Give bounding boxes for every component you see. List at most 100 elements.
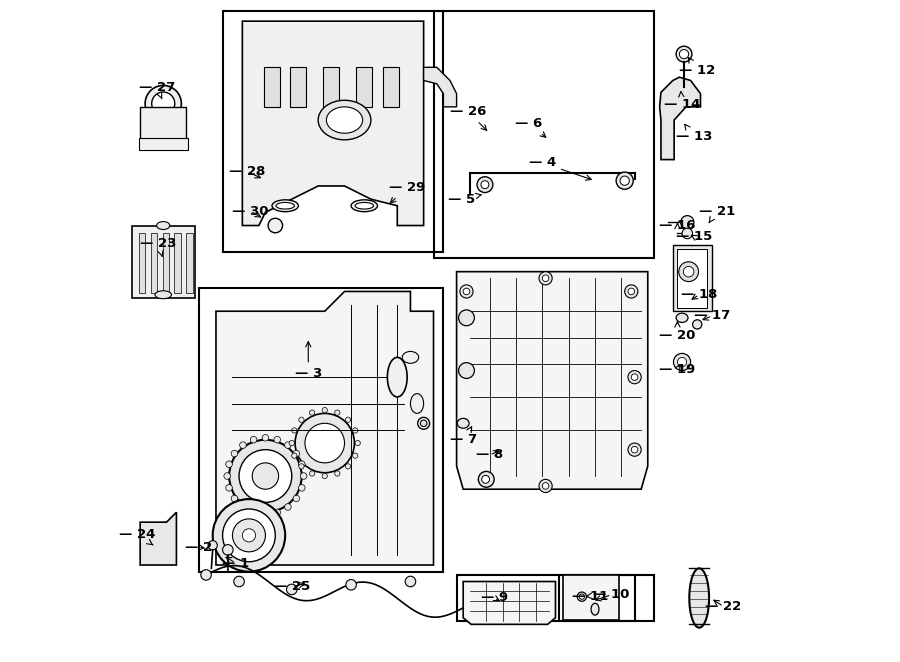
Circle shape bbox=[346, 579, 356, 590]
Ellipse shape bbox=[152, 92, 175, 115]
Text: — 14: — 14 bbox=[664, 91, 700, 111]
Circle shape bbox=[683, 266, 694, 277]
Ellipse shape bbox=[327, 107, 363, 133]
Circle shape bbox=[628, 371, 641, 384]
Circle shape bbox=[234, 576, 244, 587]
Bar bbox=[264, 68, 280, 107]
Text: — 23: — 23 bbox=[140, 238, 176, 256]
Circle shape bbox=[460, 285, 473, 298]
Text: — 15: — 15 bbox=[676, 230, 712, 243]
Polygon shape bbox=[660, 77, 700, 160]
Bar bbox=[559, 575, 634, 621]
Ellipse shape bbox=[145, 85, 182, 122]
Polygon shape bbox=[424, 68, 456, 107]
Ellipse shape bbox=[580, 594, 584, 599]
Circle shape bbox=[299, 461, 305, 467]
Ellipse shape bbox=[157, 222, 170, 230]
Bar bbox=[200, 288, 444, 571]
Circle shape bbox=[346, 464, 351, 469]
Text: — 12: — 12 bbox=[680, 58, 716, 77]
Text: — 9: — 9 bbox=[481, 591, 508, 604]
Bar bbox=[356, 68, 373, 107]
Circle shape bbox=[212, 499, 285, 571]
Circle shape bbox=[252, 463, 279, 489]
Circle shape bbox=[284, 442, 292, 448]
Text: — 28: — 28 bbox=[229, 165, 266, 178]
Bar bbox=[678, 249, 707, 308]
Circle shape bbox=[230, 440, 302, 512]
Circle shape bbox=[299, 485, 305, 491]
Ellipse shape bbox=[272, 200, 299, 212]
Circle shape bbox=[405, 576, 416, 587]
Circle shape bbox=[679, 261, 698, 281]
Circle shape bbox=[293, 450, 300, 457]
Bar bbox=[291, 68, 306, 107]
Text: — 1: — 1 bbox=[222, 557, 249, 569]
Circle shape bbox=[459, 363, 474, 379]
Text: — 25: — 25 bbox=[274, 581, 310, 593]
Text: — 27: — 27 bbox=[139, 81, 175, 99]
Circle shape bbox=[625, 285, 638, 298]
Circle shape bbox=[242, 529, 256, 542]
Polygon shape bbox=[464, 581, 555, 624]
Text: — 13: — 13 bbox=[676, 124, 712, 143]
Circle shape bbox=[676, 46, 692, 62]
Text: — 20: — 20 bbox=[659, 322, 696, 342]
Circle shape bbox=[680, 216, 694, 229]
Circle shape bbox=[239, 442, 247, 448]
Text: — 29: — 29 bbox=[389, 181, 426, 203]
Circle shape bbox=[478, 471, 494, 487]
Circle shape bbox=[292, 453, 297, 458]
Bar bbox=[456, 575, 654, 621]
Ellipse shape bbox=[689, 568, 709, 628]
Circle shape bbox=[293, 495, 300, 502]
Text: — 10: — 10 bbox=[593, 589, 630, 601]
Circle shape bbox=[539, 271, 553, 285]
Text: — 8: — 8 bbox=[476, 448, 503, 461]
Circle shape bbox=[620, 176, 629, 185]
Text: — 18: — 18 bbox=[681, 288, 717, 301]
Circle shape bbox=[678, 357, 687, 367]
Circle shape bbox=[628, 443, 641, 456]
Circle shape bbox=[274, 436, 281, 443]
Circle shape bbox=[262, 511, 269, 518]
Polygon shape bbox=[242, 21, 424, 226]
Circle shape bbox=[680, 50, 688, 59]
Ellipse shape bbox=[276, 203, 294, 209]
Text: — 16: — 16 bbox=[659, 219, 696, 232]
Circle shape bbox=[539, 479, 553, 493]
Bar bbox=[673, 246, 713, 311]
Text: — 30: — 30 bbox=[232, 205, 268, 218]
Bar bbox=[222, 11, 444, 252]
Text: — 2: — 2 bbox=[184, 541, 212, 553]
Ellipse shape bbox=[420, 420, 427, 426]
Circle shape bbox=[346, 417, 351, 422]
Ellipse shape bbox=[268, 218, 283, 233]
Bar bbox=[139, 234, 146, 293]
Text: — 11: — 11 bbox=[572, 589, 608, 602]
Circle shape bbox=[224, 473, 230, 479]
Circle shape bbox=[616, 172, 634, 189]
Circle shape bbox=[226, 461, 232, 467]
Bar bbox=[150, 234, 158, 293]
Circle shape bbox=[481, 181, 489, 189]
Circle shape bbox=[286, 584, 297, 594]
Circle shape bbox=[628, 288, 634, 295]
Ellipse shape bbox=[402, 352, 418, 363]
Circle shape bbox=[289, 440, 294, 446]
Bar bbox=[323, 68, 339, 107]
Circle shape bbox=[250, 509, 256, 516]
Polygon shape bbox=[140, 512, 176, 565]
Bar bbox=[186, 234, 193, 293]
Circle shape bbox=[250, 436, 256, 443]
Circle shape bbox=[222, 509, 275, 562]
Text: — 7: — 7 bbox=[450, 427, 477, 446]
Ellipse shape bbox=[356, 203, 373, 209]
Circle shape bbox=[464, 288, 470, 295]
Text: — 5: — 5 bbox=[448, 193, 482, 206]
Circle shape bbox=[292, 428, 297, 433]
Circle shape bbox=[322, 473, 328, 479]
Circle shape bbox=[305, 423, 345, 463]
Bar bbox=[175, 234, 181, 293]
Circle shape bbox=[673, 354, 690, 371]
